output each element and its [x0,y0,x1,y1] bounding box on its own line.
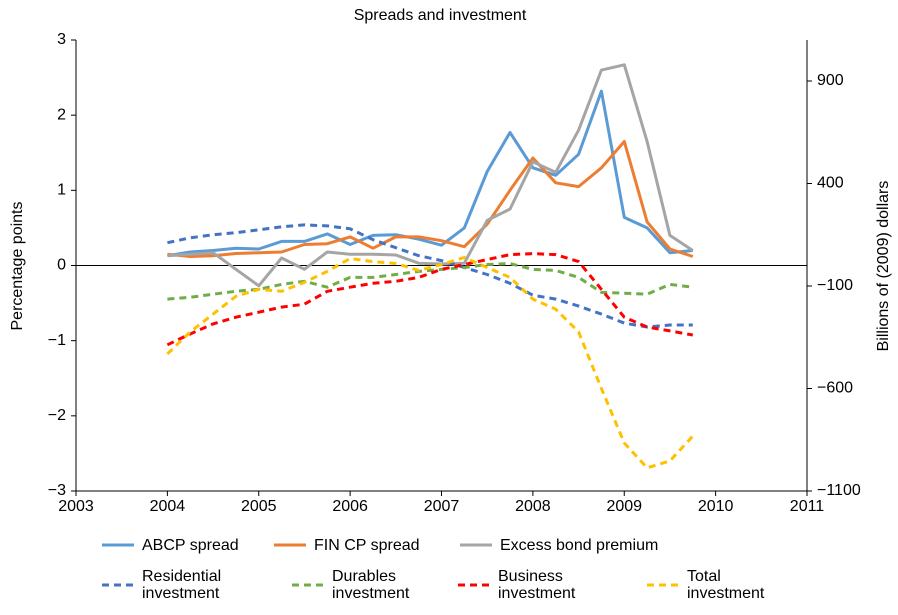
series-line [167,140,694,258]
legend-swatch [460,543,492,547]
y-tick-label: −3 [48,482,66,499]
y-tick-label: 2 [57,106,66,123]
legend-label: ABCP spread [142,536,239,554]
series-line [167,63,694,288]
x-tick-label: 2004 [150,498,186,515]
legend-item: Business investment [456,567,598,603]
y2-tick-label: 900 [817,72,844,89]
x-tick-label: 2008 [515,498,551,515]
legend-swatch [102,543,134,547]
legend-swatch [647,583,679,587]
legend-item: Excess bond premium [458,527,658,563]
y2-tick-label: −600 [817,380,853,397]
legend-item: ABCP spread [100,527,239,563]
legend-item: Total investment [645,567,787,603]
x-tick-label: 2005 [241,498,277,515]
y-tick-label: −1 [48,332,66,349]
series-line [166,252,694,347]
series-line [166,256,694,470]
legend-item: Durables investment [290,567,432,603]
y2-tick-label: −100 [817,277,853,294]
x-tick-label: 2006 [332,498,368,515]
legend-swatch [458,583,490,587]
legend-swatch [102,583,134,587]
legend-item: FIN CP spread [272,527,420,563]
legend-swatch [274,543,306,547]
legend-label: Durables investment [332,568,410,602]
legend-label: Excess bond premium [500,536,659,554]
x-tick-label: 2010 [698,498,734,515]
y2-axis-label: Billions of (2009) dollars [875,181,892,352]
series-line [167,223,693,329]
y2-tick-label: −1100 [817,482,861,499]
x-tick-label: 2011 [790,498,825,515]
legend-label: FIN CP spread [314,536,420,554]
legend-label: Total investment [687,568,765,602]
x-tick-label: 2009 [606,498,642,515]
legend-swatch [292,583,324,587]
legend-label: Business investment [498,568,576,602]
legend-item: Residential investment [100,567,242,603]
chart-title: Spreads and investment [354,7,527,24]
y-tick-label: 0 [57,257,66,274]
y-axis-label: Percentage points [9,202,26,331]
series-line [167,89,693,258]
legend-label: Residential investment [142,568,222,602]
x-tick-label: 2003 [58,498,94,515]
y-tick-label: 1 [57,182,66,199]
y-tick-label: 3 [57,31,66,48]
x-tick-label: 2007 [424,498,460,515]
y-tick-label: −2 [48,407,66,424]
y2-tick-label: 400 [817,175,844,192]
